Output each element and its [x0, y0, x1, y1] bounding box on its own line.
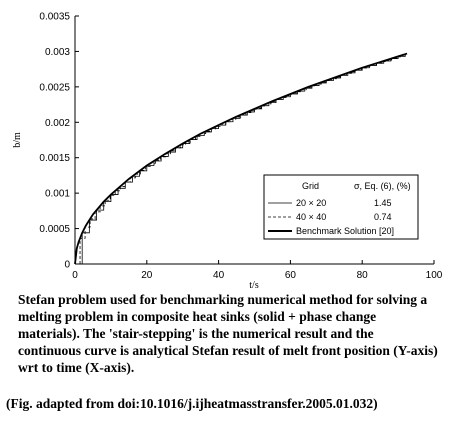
legend-value-20x20: 1.45 [374, 198, 392, 208]
y-tick-label: 0.0025 [39, 82, 70, 93]
x-ticks: 0 20 40 60 80 100 [72, 260, 443, 281]
y-axis-label: b/m [12, 132, 23, 148]
series-line-20-20 [75, 54, 406, 265]
y-tick-label: 0.0015 [39, 153, 70, 164]
y-tick-label: 0 [64, 260, 70, 271]
x-axis-label: t/s [249, 280, 259, 291]
chart-axes [74, 16, 434, 265]
y-tick-label: 0.003 [45, 47, 70, 58]
x-tick-label: 60 [285, 270, 297, 281]
x-tick-label: 40 [213, 270, 225, 281]
x-tick-label: 100 [426, 270, 443, 281]
series-group [74, 52, 408, 265]
y-tick-label: 0.0005 [39, 224, 70, 235]
series-line-40-40 [75, 55, 408, 265]
y-tick-label: 0.0035 [39, 12, 70, 23]
x-tick-label: 20 [141, 270, 153, 281]
legend: Grid σ, Eq. (6), (%) 20 × 20 1.45 40 × 4… [263, 174, 419, 240]
stefan-chart: 0 20 40 60 80 100 0 0.0005 0.001 0.0015 0.002 0.00… [12, 12, 443, 292]
y-tick-label: 0.002 [45, 118, 70, 129]
legend-label-benchmark: Benchmark Solution [20] [296, 226, 394, 236]
legend-value-40x40: 0.74 [374, 212, 392, 222]
legend-label-20x20: 20 × 20 [296, 198, 326, 208]
legend-label-40x40: 40 × 40 [296, 212, 326, 222]
legend-header-grid: Grid [302, 181, 319, 191]
figure-citation: (Fig. adapted from doi:10.1016/j.ijheatm… [6, 396, 378, 411]
x-tick-label: 80 [357, 270, 369, 281]
x-tick-label: 0 [72, 270, 78, 281]
legend-box [263, 174, 419, 240]
legend-header-sigma: σ, Eq. (6), (%) [354, 181, 411, 191]
y-ticks: 0 0.0005 0.001 0.0015 0.002 0.0025 0.003 0.0035 [39, 12, 79, 271]
y-tick-label: 0.001 [45, 189, 70, 200]
figure-caption: Stefan problem used for benchmarking num… [18, 292, 438, 375]
